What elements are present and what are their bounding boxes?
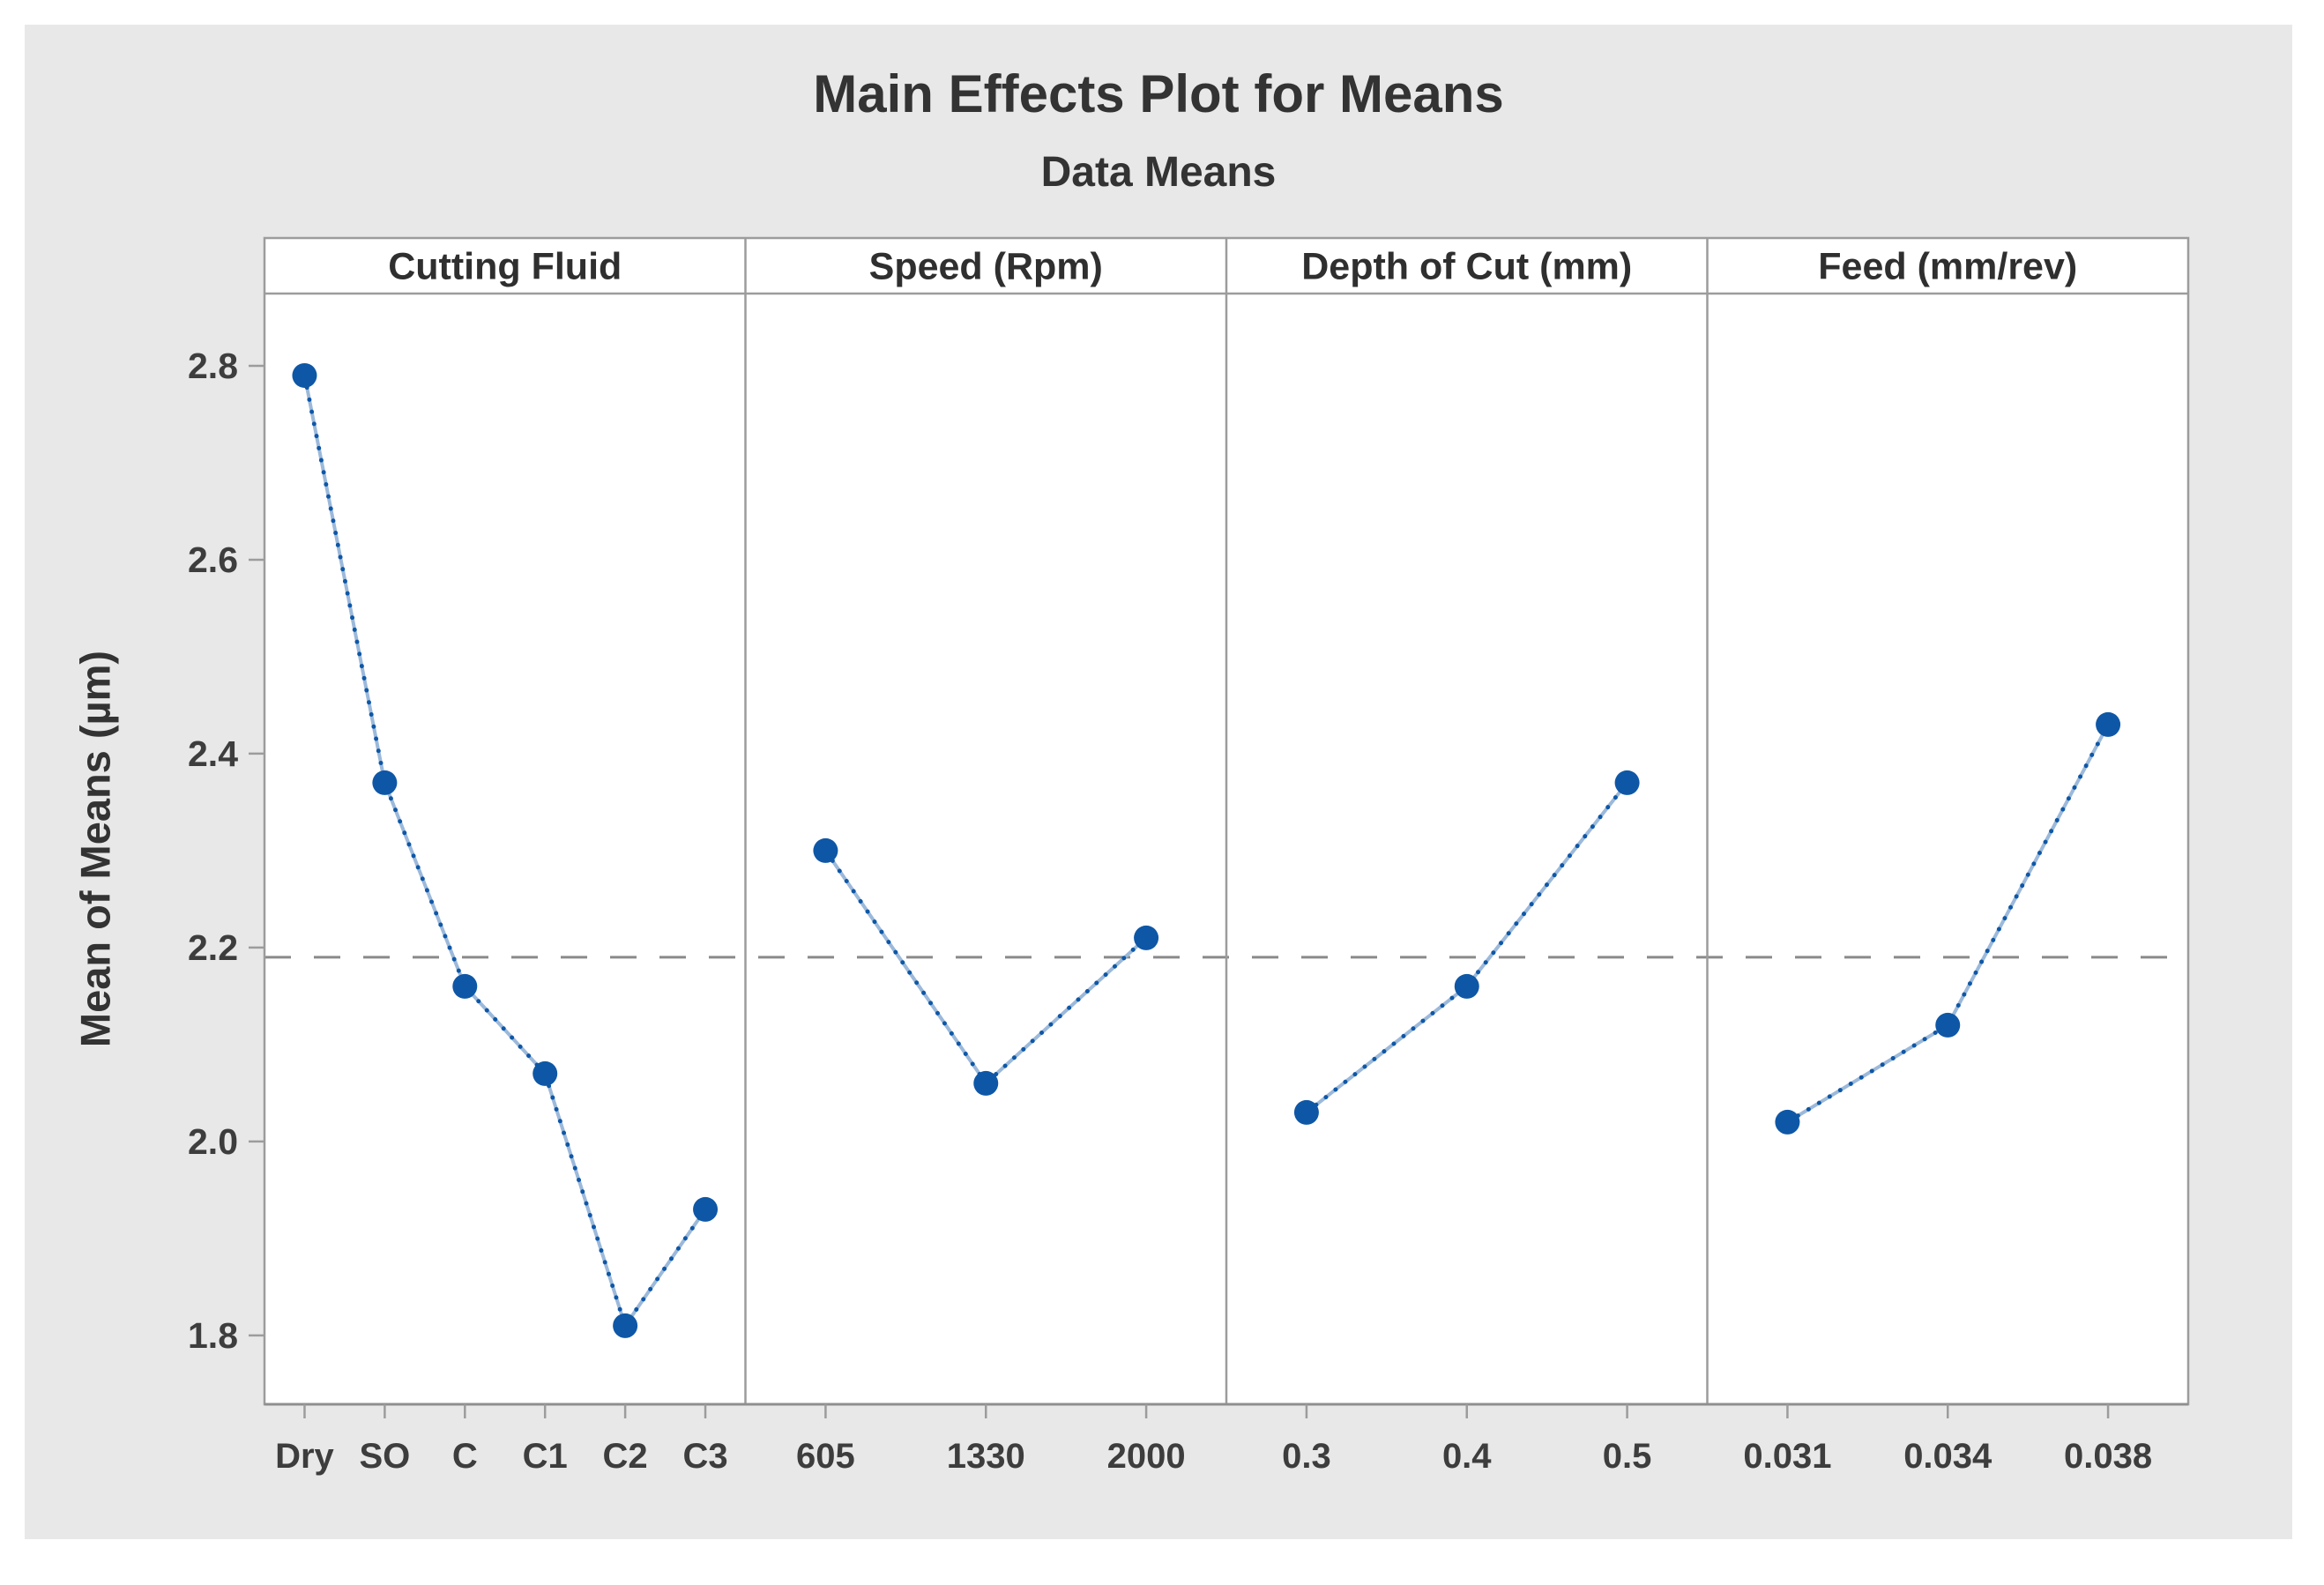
panel-header-label: Depth of Cut (mm) xyxy=(1301,246,1632,288)
panel-bg-1 xyxy=(745,238,1226,1404)
data-point-marker xyxy=(813,837,838,863)
x-tick-label: 1330 xyxy=(947,1437,1025,1476)
x-tick-label: SO xyxy=(359,1437,410,1476)
data-point-marker xyxy=(1293,1099,1319,1125)
y-tick-label: 2.4 xyxy=(188,733,238,774)
panel-bg-3 xyxy=(1707,238,2188,1404)
x-tick-label: 0.034 xyxy=(1903,1437,1993,1476)
panel-header-label: Speed (Rpm) xyxy=(869,246,1103,288)
y-tick-label: 2.8 xyxy=(188,346,238,386)
data-point-marker xyxy=(452,973,478,999)
x-tick-label: 2000 xyxy=(1107,1437,1186,1476)
data-point-marker xyxy=(372,770,398,795)
x-tick-label: C2 xyxy=(603,1437,648,1476)
data-point-marker xyxy=(973,1070,999,1096)
x-tick-label: 0.038 xyxy=(2064,1437,2152,1476)
x-tick-label: 0.5 xyxy=(1603,1437,1652,1476)
panel-series-2 xyxy=(1293,770,1640,1125)
page-subtitle: Data Means xyxy=(1040,149,1277,196)
data-point-marker xyxy=(1614,770,1640,795)
y-tick-label: 2.6 xyxy=(188,539,238,580)
y-tick-label: 2.0 xyxy=(188,1121,238,1162)
x-tick-label: C xyxy=(452,1437,478,1476)
data-point-marker xyxy=(693,1196,719,1222)
data-point-marker xyxy=(1134,925,1159,950)
x-tick-label: C1 xyxy=(523,1437,568,1476)
x-tick-label: 605 xyxy=(796,1437,855,1476)
x-tick-label: C3 xyxy=(682,1437,727,1476)
panel-series-1 xyxy=(813,837,1159,1096)
data-point-marker xyxy=(292,362,317,388)
x-tick-label: 0.4 xyxy=(1442,1437,1492,1476)
panel-header-label: Feed (mm/rev) xyxy=(1818,246,2077,288)
data-point-marker xyxy=(613,1313,638,1338)
x-tick-label: Dry xyxy=(275,1437,334,1476)
panel-bg-2 xyxy=(1226,238,1708,1404)
data-point-marker xyxy=(1454,973,1479,999)
panel-header-label: Cutting Fluid xyxy=(388,246,622,288)
panel-bg-0 xyxy=(264,238,746,1404)
series-line-dotted xyxy=(302,373,708,1331)
panel-series-3 xyxy=(1775,711,2121,1135)
series-line-dotted xyxy=(1784,722,2111,1125)
y-tick-label: 2.2 xyxy=(188,927,238,968)
data-point-marker xyxy=(1935,1012,1961,1038)
page-title: Main Effects Plot for Means xyxy=(813,64,1504,123)
y-tick-label: 1.8 xyxy=(188,1315,238,1356)
data-point-marker xyxy=(533,1060,558,1086)
x-tick-label: 0.3 xyxy=(1282,1437,1331,1476)
data-point-marker xyxy=(2096,711,2121,737)
panel-series-0 xyxy=(292,362,719,1338)
data-point-marker xyxy=(1775,1109,1800,1135)
x-tick-label: 0.031 xyxy=(1743,1437,1831,1476)
